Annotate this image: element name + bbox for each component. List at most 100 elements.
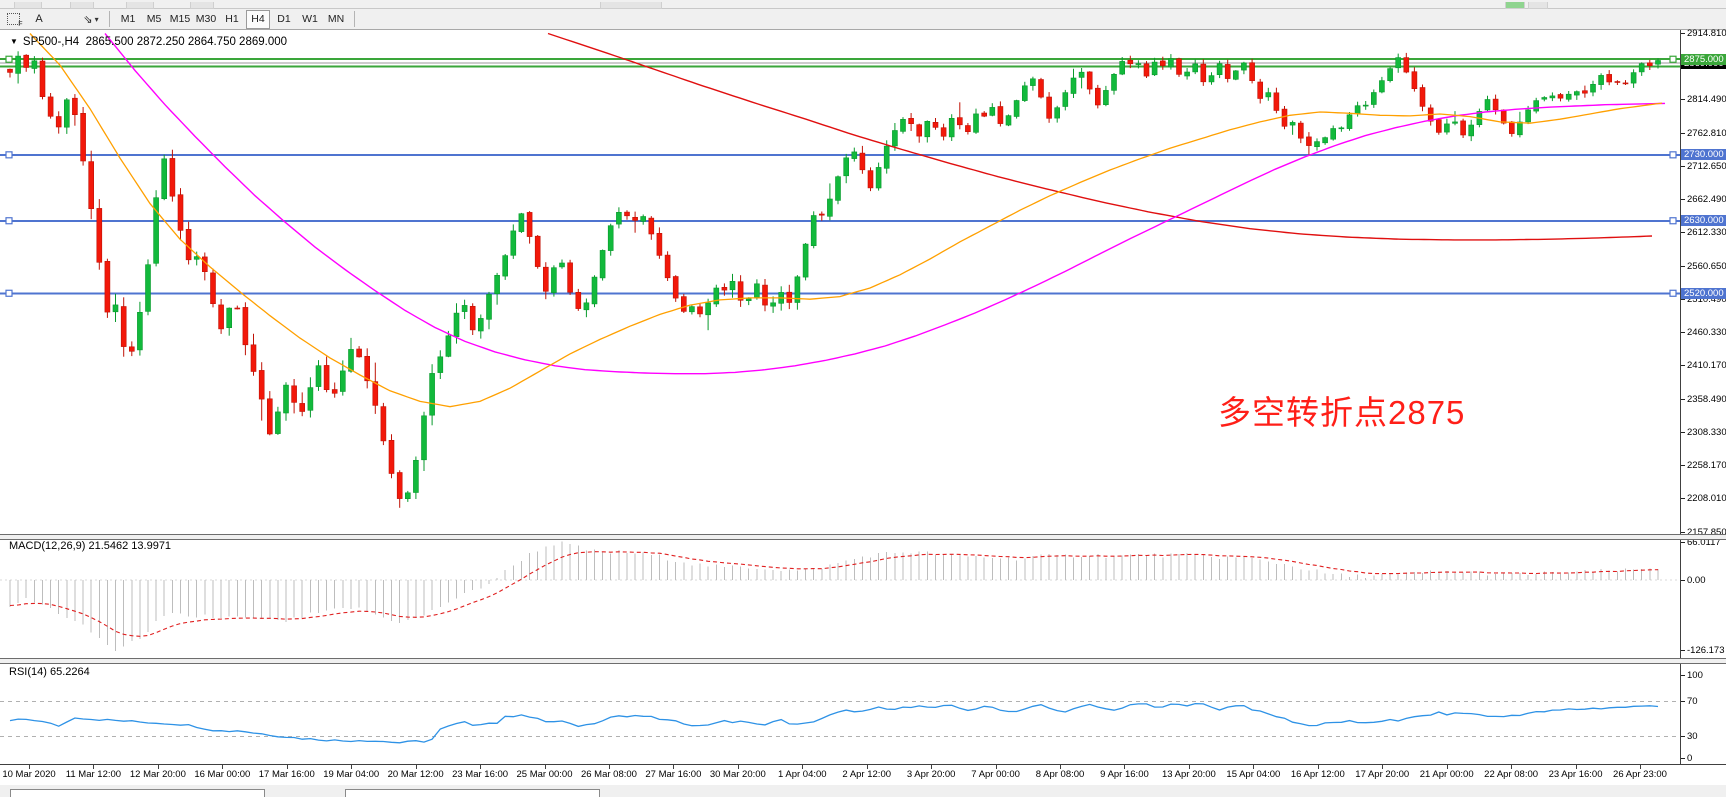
price-axis-label: 2308.330: [1687, 427, 1726, 439]
symbol-period-label: SP500-,H4: [22, 36, 80, 48]
price-axis-tick: [1681, 736, 1685, 738]
price-axis-label: 2460.330: [1687, 327, 1726, 339]
cutoff-button-ghost: [600, 2, 662, 9]
price-axis-label: 2410.170: [1687, 360, 1726, 372]
price-axis-tick: [1681, 498, 1685, 500]
time-axis-label: 25 Mar 00:00: [516, 769, 573, 780]
time-axis-label: 26 Apr 23:00: [1613, 769, 1667, 780]
price-axis-tick: [1681, 332, 1685, 334]
timeframe-button-m1[interactable]: M1: [120, 13, 136, 26]
cutoff-button-ghost: [1528, 2, 1548, 9]
ohlc-values: 2865.500 2872.250 2864.750 2869.000: [85, 36, 288, 48]
cutoff-button-ghost: [126, 2, 154, 9]
time-axis-tick: [737, 765, 739, 769]
price-axis-label-blue: 2520.000: [1681, 287, 1726, 299]
price-axis-tick: [1681, 299, 1685, 301]
macd-panel-canvas[interactable]: [0, 538, 1680, 660]
time-axis-label: 8 Apr 08:00: [1035, 769, 1085, 780]
bottom-panel-box: [10, 789, 265, 797]
timeframe-button-m15[interactable]: M15: [169, 13, 191, 26]
time-axis-tick: [1124, 765, 1126, 769]
price-axis-label-green: 2875.000: [1681, 53, 1726, 65]
time-axis[interactable]: 10 Mar 2020 11 Mar 12:00 12 Mar 20:00 16 Ma…: [0, 764, 1726, 785]
time-axis-label: 16 Mar 00:00: [194, 769, 251, 780]
time-axis-tick: [544, 765, 546, 769]
time-axis-tick: [1060, 765, 1062, 769]
time-axis-tick: [1575, 765, 1577, 769]
time-axis-label: 27 Mar 16:00: [645, 769, 702, 780]
timeframe-button-w1[interactable]: W1: [302, 13, 318, 26]
timeframe-button-d1[interactable]: D1: [277, 13, 291, 26]
cutoff-button-ghost: [70, 2, 94, 9]
rsi-panel-canvas[interactable]: [0, 662, 1680, 764]
timeframe-button-h1[interactable]: H1: [225, 13, 239, 26]
timeframe-button-m30[interactable]: M30: [195, 13, 217, 26]
time-axis-tick: [1446, 765, 1448, 769]
bottom-panel-box: [345, 789, 600, 797]
time-axis-tick: [415, 765, 417, 769]
chart-dropdown-icon[interactable]: ▼: [10, 37, 18, 46]
text-label-tool-icon[interactable]: [53, 10, 77, 29]
dropdown-caret-icon[interactable]: ▾: [94, 14, 99, 24]
timeframe-button-mn[interactable]: MN: [327, 13, 345, 26]
time-axis-label: 23 Apr 16:00: [1548, 769, 1603, 780]
time-axis-label: 1 Apr 04:00: [777, 769, 827, 780]
price-axis-tick: [1681, 165, 1685, 167]
price-axis-tick: [1681, 700, 1685, 702]
time-axis-tick: [673, 765, 675, 769]
price-axis-tick: [1681, 542, 1685, 544]
time-axis-label: 26 Mar 08:00: [580, 769, 637, 780]
price-axis-tick: [1681, 231, 1685, 233]
time-axis-tick: [1188, 765, 1190, 769]
panel-splitter[interactable]: [0, 658, 1726, 664]
text-tool-icon[interactable]: A: [35, 13, 43, 25]
price-chart-canvas[interactable]: [0, 30, 1680, 535]
price-axis-label: -126.173: [1687, 645, 1725, 657]
time-axis-tick: [93, 765, 95, 769]
price-axis[interactable]: 2914.8102869.0002875.0002814.4902762.810…: [1680, 28, 1726, 764]
time-axis-label: 22 Apr 08:00: [1484, 769, 1539, 780]
timeframe-button-h4[interactable]: H4: [246, 9, 270, 29]
price-axis-label-blue: 2730.000: [1681, 149, 1726, 161]
price-axis-label-blue: 2630.000: [1681, 215, 1726, 227]
price-axis-tick: [1681, 399, 1685, 401]
panel-splitter[interactable]: [0, 534, 1726, 540]
chart-text-annotation: 多空转折点2875: [1218, 394, 1466, 431]
price-axis-label: 2157.850: [1687, 526, 1726, 538]
price-axis-label: 2208.010: [1687, 493, 1726, 505]
price-axis-tick: [1681, 132, 1685, 134]
time-axis-label: 30 Mar 20:00: [709, 769, 766, 780]
time-axis-tick: [1317, 765, 1319, 769]
time-axis-label: 20 Mar 12:00: [387, 769, 444, 780]
price-axis-label: 2358.490: [1687, 394, 1726, 406]
timeframe-button-m5[interactable]: M5: [146, 13, 162, 26]
price-axis-label: 2814.490: [1687, 93, 1726, 105]
timeframe-button-group: M1 M5 M15 M30 H1 H4 D1 W1 MN: [115, 9, 349, 29]
arrow-glyph: ⇘: [83, 13, 93, 26]
price-axis-label: 2762.810: [1687, 127, 1726, 139]
price-axis-label: 2258.170: [1687, 460, 1726, 472]
price-axis-tick: [1681, 432, 1685, 434]
price-axis-label: 0: [1687, 752, 1693, 764]
chart-toolbar: F A ⇘ ▾ M1 M5 M15 M30 H1 H4 D1 W1 MN: [0, 9, 1726, 30]
time-axis-tick: [286, 765, 288, 769]
time-axis-tick: [1511, 765, 1513, 769]
time-axis-tick: [222, 765, 224, 769]
arrows-tool-icon[interactable]: ⇘ ▾: [79, 10, 103, 29]
time-axis-label: 15 Apr 04:00: [1226, 769, 1281, 780]
time-axis-label: 12 Mar 20:00: [129, 769, 186, 780]
time-axis-label: 17 Apr 20:00: [1355, 769, 1410, 780]
time-axis-tick: [480, 765, 482, 769]
price-axis-label: 66.0117: [1687, 537, 1721, 549]
price-axis-tick: [1681, 98, 1685, 100]
price-axis-tick: [1681, 465, 1685, 467]
time-axis-tick: [802, 765, 804, 769]
fibonacci-tool-icon[interactable]: F: [1, 10, 25, 29]
price-axis-tick: [1681, 650, 1685, 652]
time-axis-label: 13 Apr 20:00: [1161, 769, 1216, 780]
price-axis-label: 2560.650: [1687, 260, 1726, 272]
time-axis-tick: [1253, 765, 1255, 769]
rsi-indicator-label: RSI(14) 65.2264: [9, 666, 90, 678]
price-axis-tick: [1681, 365, 1685, 367]
